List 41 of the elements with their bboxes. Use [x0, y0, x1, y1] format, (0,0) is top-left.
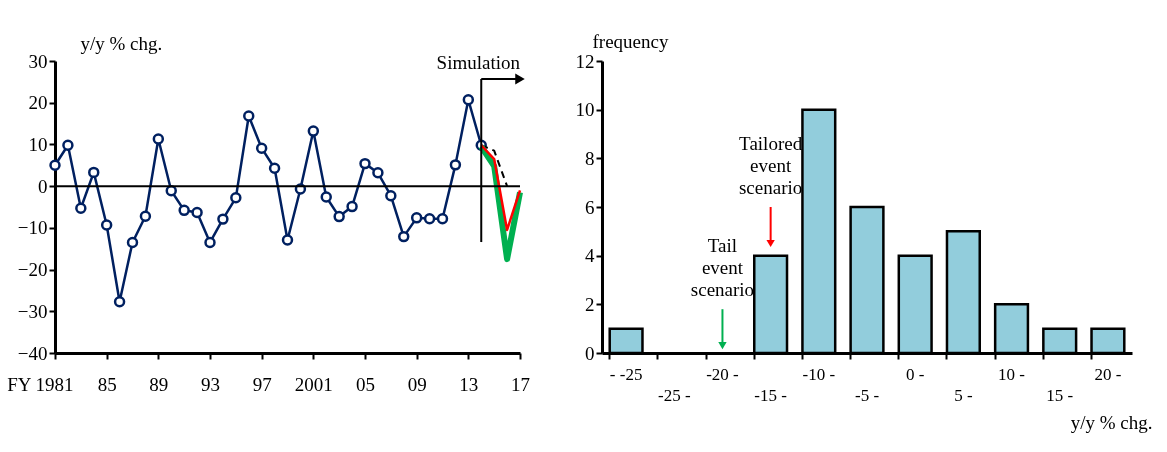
y-tick-label: 8: [585, 147, 595, 169]
y-axis-title: frequency: [592, 30, 669, 52]
x-tick-label: FY 1981: [7, 373, 74, 395]
x-tick-label: -20 -: [706, 365, 740, 384]
x-tick-label: 85: [97, 373, 117, 395]
x-tick-label: 93: [201, 373, 220, 395]
x-tick-label: 17: [511, 373, 530, 395]
y-tick-label: 0: [38, 175, 48, 197]
y-tick-label: 6: [585, 196, 595, 218]
x-tick-label: 20 -: [1094, 365, 1122, 384]
x-tick-label: 89: [149, 373, 169, 395]
x-tick-label: 10 -: [998, 365, 1026, 384]
y-axis-title: y/y % chg.: [80, 32, 163, 54]
y-tick-label: −30: [17, 300, 48, 322]
y-tick-label: 10: [28, 133, 48, 155]
x-tick-label: -10 -: [802, 365, 836, 384]
x-tick-label: 15 -: [1046, 386, 1074, 405]
x-axis-title: y/y % chg.: [1070, 411, 1153, 433]
x-tick-label: 5 -: [954, 386, 973, 405]
x-tick-label: 05: [356, 373, 375, 395]
y-tick-label: −10: [17, 217, 48, 239]
y-tick-label: 20: [28, 92, 48, 114]
y-tick-label: 30: [28, 50, 48, 72]
y-tick-label: 4: [585, 245, 595, 267]
annotation: Tail event scenario: [690, 235, 755, 301]
x-tick-label: -5 -: [854, 386, 880, 405]
y-tick-label: 12: [575, 50, 595, 72]
y-tick-label: 2: [585, 293, 595, 315]
y-tick-label: −40: [17, 342, 48, 364]
y-tick-label: −20: [17, 259, 48, 281]
x-tick-label: 13: [459, 373, 479, 395]
x-tick-label: 09: [407, 373, 427, 395]
x-tick-label: -25 -: [657, 386, 691, 405]
x-tick-label: 0 -: [905, 365, 925, 384]
y-tick-label: 0: [585, 342, 595, 364]
x-tick-label: 2001: [294, 373, 333, 395]
x-tick-label: - -25: [609, 365, 643, 384]
ref-line-label: Simulation: [436, 52, 521, 73]
x-tick-label: -15 -: [754, 386, 788, 405]
x-tick-label: 97: [252, 373, 272, 395]
y-tick-label: 10: [575, 99, 595, 121]
